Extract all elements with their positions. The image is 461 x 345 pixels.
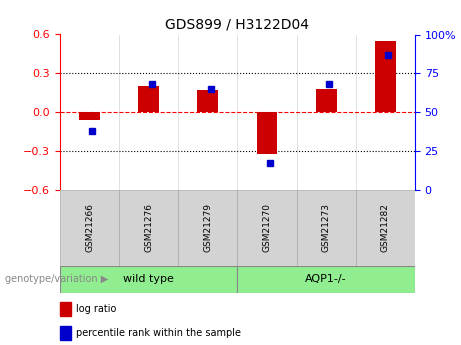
Bar — [197, 90, 218, 112]
Bar — [178, 190, 237, 266]
Bar — [119, 190, 178, 266]
Text: genotype/variation ▶: genotype/variation ▶ — [5, 275, 108, 284]
Bar — [237, 190, 296, 266]
Text: GSM21266: GSM21266 — [85, 203, 94, 252]
Bar — [296, 190, 356, 266]
Bar — [138, 86, 159, 112]
Bar — [237, 266, 415, 293]
Title: GDS899 / H3122D04: GDS899 / H3122D04 — [165, 18, 309, 32]
Bar — [257, 112, 278, 154]
Text: log ratio: log ratio — [76, 304, 117, 314]
Bar — [375, 41, 396, 112]
Text: GSM21270: GSM21270 — [262, 203, 272, 252]
Text: GSM21279: GSM21279 — [203, 203, 213, 252]
Bar — [79, 112, 100, 120]
Text: percentile rank within the sample: percentile rank within the sample — [76, 328, 241, 338]
Text: GSM21276: GSM21276 — [144, 203, 153, 252]
Bar — [60, 266, 237, 293]
Text: AQP1-/-: AQP1-/- — [305, 275, 347, 284]
Text: GSM21282: GSM21282 — [381, 203, 390, 252]
Text: GSM21273: GSM21273 — [322, 203, 331, 252]
Bar — [60, 190, 119, 266]
Bar — [356, 190, 415, 266]
Text: wild type: wild type — [123, 275, 174, 284]
Bar — [316, 89, 337, 112]
